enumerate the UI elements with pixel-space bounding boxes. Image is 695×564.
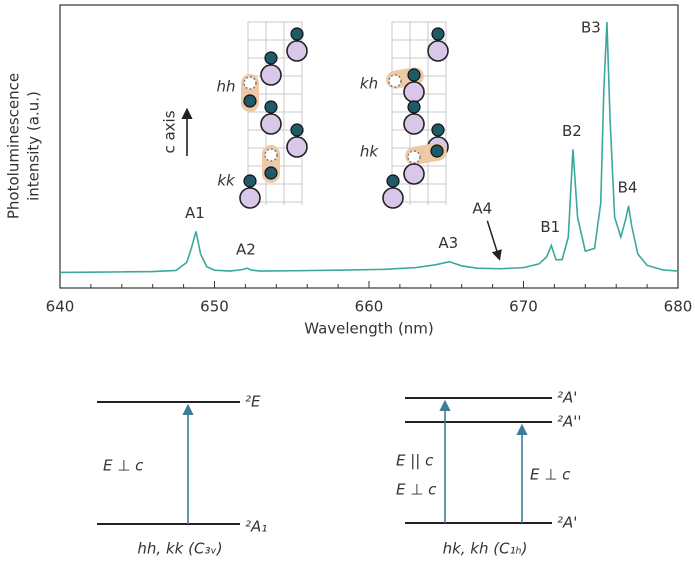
x-tick-label: 660 [355, 298, 384, 316]
x-tick-label: 670 [509, 298, 538, 316]
x-tick-label: 680 [664, 298, 693, 316]
annotation-arrow [486, 220, 502, 261]
symmetry-label: hh, kk (C₃ᵥ) [137, 540, 222, 558]
annotation: B2 [562, 122, 582, 140]
inset-label: hh [216, 78, 235, 96]
lattice-inset [382, 21, 449, 209]
transition-label: E ⊥ c [103, 457, 144, 475]
level-label: ²A₁ [245, 518, 267, 536]
lattice-inset [181, 21, 308, 209]
y-axis-label: Photoluminescence [5, 73, 23, 219]
annotation: B4 [618, 178, 638, 196]
spectrum-line [59, 21, 679, 274]
level-label: ²A'' [557, 413, 582, 431]
symmetry-label: hk, kh (C₁ₕ) [443, 540, 528, 558]
inset-label: hk [360, 143, 380, 161]
transition-label: E || c [396, 452, 434, 470]
x-axis-label: Wavelength (nm) [304, 320, 434, 338]
energy-diagram [97, 397, 552, 525]
inset-label: kk [217, 172, 236, 190]
x-tick-label: 650 [200, 298, 229, 316]
level-label: ²E [245, 393, 261, 411]
annotation: B3 [581, 18, 601, 36]
inset-label: c axis [161, 110, 179, 153]
level-label: ²A' [557, 389, 577, 407]
transition-label: E ⊥ c [396, 481, 437, 499]
annotation: A3 [438, 234, 458, 252]
inset-label: kh [360, 75, 378, 93]
annotation: B1 [540, 218, 560, 236]
annotation: A4 [472, 199, 492, 217]
y-axis-label: intensity (a.u.) [25, 91, 43, 201]
annotation: A1 [185, 204, 205, 222]
annotation: A2 [236, 241, 256, 259]
level-label: ²A' [557, 514, 577, 532]
transition-label: E ⊥ c [530, 466, 571, 484]
x-tick-label: 640 [46, 298, 75, 316]
